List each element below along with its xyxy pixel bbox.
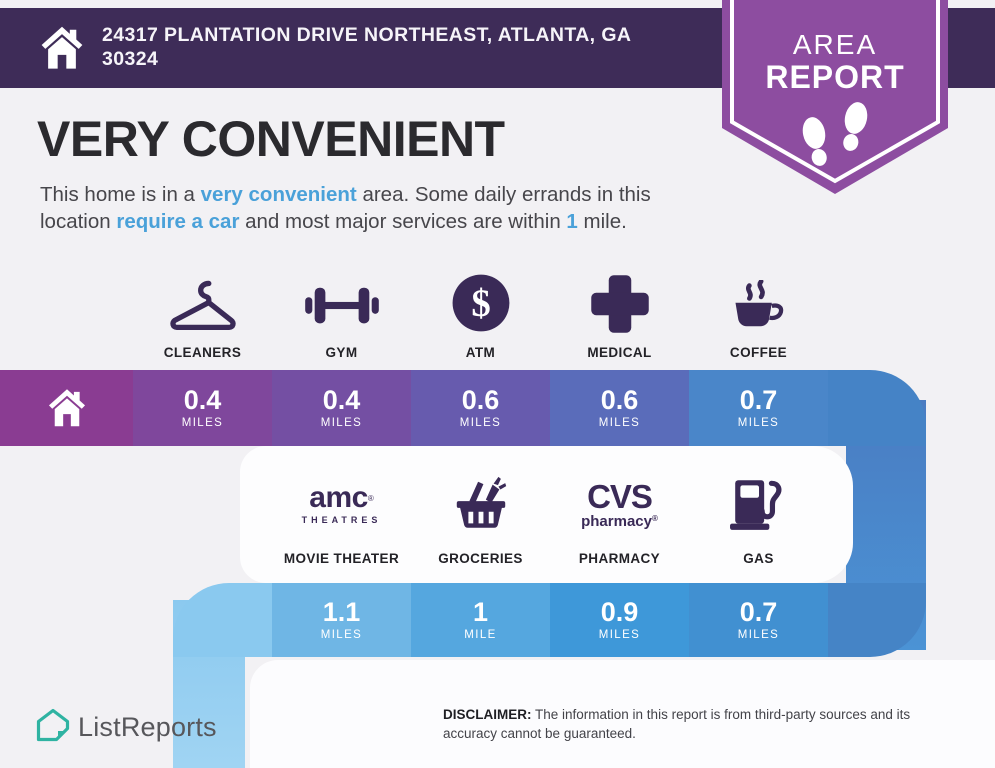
distance-unit: MILES bbox=[598, 628, 641, 641]
home-icon bbox=[36, 22, 88, 74]
distance-value: 0.6 bbox=[461, 384, 500, 415]
intro-highlight: very convenient bbox=[200, 183, 357, 206]
intro-text-part: area. Some daily errands in this bbox=[356, 183, 651, 206]
intro-text-part: mile. bbox=[577, 210, 627, 234]
distance-unit: MILES bbox=[598, 416, 641, 429]
distance-value: 0.4 bbox=[322, 384, 361, 415]
distance-unit: MILE bbox=[464, 628, 497, 641]
listreports-logo-icon bbox=[36, 708, 70, 747]
distance-pharmacy: 0.9 MILES bbox=[550, 583, 689, 657]
hanger-icon bbox=[166, 258, 240, 334]
amenity-groceries: GROCERIES bbox=[411, 468, 550, 566]
listreports-wordmark: ListReports bbox=[78, 712, 217, 742]
distance-bar-2: 1.1 MILES 1 MILE 0.9 MILES 0.7 MILES bbox=[173, 583, 926, 657]
distance-gas: 0.7 MILES bbox=[689, 583, 828, 657]
intro-text-part: This home is in a bbox=[40, 183, 201, 206]
amenity-atm: $ ATM bbox=[411, 258, 550, 360]
amenity-label: GAS bbox=[743, 551, 774, 566]
distance-value: 0.6 bbox=[600, 384, 639, 415]
amenity-label: MOVIE THEATER bbox=[283, 551, 400, 566]
distance-coffee: 0.7 MILES bbox=[689, 370, 828, 446]
distance-groceries: 1 MILE bbox=[411, 583, 550, 657]
distance-gym: 0.4 MILES bbox=[272, 370, 411, 446]
distance-unit: MILES bbox=[737, 628, 780, 641]
amenity-label: GROCERIES bbox=[438, 551, 523, 566]
home-segment bbox=[0, 370, 133, 446]
grocery-basket-icon bbox=[450, 468, 512, 540]
amenity-gas: GAS bbox=[689, 468, 828, 566]
disclaimer-text: The information in this report is from t… bbox=[443, 707, 911, 741]
distance-unit: MILES bbox=[320, 416, 363, 429]
amenity-label: MEDICAL bbox=[587, 345, 652, 360]
amenity-movie-theater: amc® THEATRES MOVIE THEATER bbox=[272, 468, 411, 567]
distance-value: 1 bbox=[472, 596, 489, 627]
amenity-label: ATM bbox=[465, 345, 496, 360]
amenity-label: CLEANERS bbox=[163, 345, 242, 360]
distance-atm: 0.6 MILES bbox=[411, 370, 550, 446]
gas-pump-icon bbox=[729, 468, 789, 540]
badge-line2: REPORT bbox=[765, 59, 904, 95]
medical-cross-icon bbox=[590, 258, 650, 334]
amenity-medical: MEDICAL bbox=[550, 258, 689, 360]
distance-medical: 0.6 MILES bbox=[550, 370, 689, 446]
distance-value: 1.1 bbox=[322, 596, 361, 627]
distance-value: 0.7 bbox=[739, 596, 778, 627]
distance-unit: MILES bbox=[737, 416, 780, 429]
svg-text:$: $ bbox=[471, 282, 490, 325]
amenity-label: COFFEE bbox=[729, 345, 788, 360]
amenity-pharmacy: CVS pharmacy® PHARMACY bbox=[550, 468, 689, 567]
intro-text-part: location bbox=[40, 210, 117, 234]
property-address: 24317 PLANTATION DRIVE NORTHEAST, ATLANT… bbox=[102, 24, 631, 70]
distance-unit: MILES bbox=[181, 416, 224, 429]
intro-highlight: 1 bbox=[566, 210, 578, 234]
amenity-cleaners: CLEANERS bbox=[133, 258, 272, 360]
amc-theatres-logo: amc® THEATRES bbox=[301, 481, 382, 525]
distance-value: 0.9 bbox=[600, 596, 639, 627]
intro-text-part: and most major services are within bbox=[239, 210, 567, 234]
bar2-curve-lead bbox=[173, 583, 272, 657]
badge-line1: AREA bbox=[793, 29, 877, 60]
footer-card bbox=[250, 660, 995, 768]
dumbbell-icon bbox=[304, 258, 380, 334]
amenity-row-1: CLEANERS GYM $ ATM MEDICAL COFFEE bbox=[133, 258, 828, 360]
distance-cleaners: 0.4 MILES bbox=[133, 370, 272, 446]
amenity-gym: GYM bbox=[272, 258, 411, 360]
disclaimer: DISCLAIMER: The information in this repo… bbox=[443, 706, 958, 744]
page-title: VERY CONVENIENT bbox=[37, 111, 505, 167]
area-report-badge: AREA REPORT bbox=[722, 0, 948, 198]
cvs-pharmacy-logo: CVS pharmacy® bbox=[581, 477, 658, 530]
footprints-icon bbox=[802, 102, 868, 166]
amenity-coffee: COFFEE bbox=[689, 258, 828, 360]
listreports-brand: ListReports bbox=[36, 708, 217, 747]
distance-value: 0.4 bbox=[183, 384, 222, 415]
amenity-label: GYM bbox=[325, 345, 358, 360]
distance-movie-theater: 1.1 MILES bbox=[272, 583, 411, 657]
intro-highlight: require a car bbox=[116, 210, 240, 234]
distance-bar-1: 0.4 MILES 0.4 MILES 0.6 MILES 0.6 MILES 0.7 MILES bbox=[0, 370, 926, 446]
bar1-curve-tail bbox=[828, 370, 926, 446]
coffee-cup-icon bbox=[728, 258, 790, 334]
amenity-label: PHARMACY bbox=[578, 551, 661, 566]
distance-unit: MILES bbox=[459, 416, 502, 429]
distance-unit: MILES bbox=[320, 628, 363, 641]
amenity-row-2: amc® THEATRES MOVIE THEATER GROCERIES CVS pha… bbox=[272, 468, 828, 566]
dollar-circle-icon: $ bbox=[450, 258, 512, 334]
intro-paragraph: This home is in a very convenient area. … bbox=[40, 181, 720, 236]
distance-value: 0.7 bbox=[739, 384, 778, 415]
disclaimer-label: DISCLAIMER: bbox=[443, 707, 532, 722]
